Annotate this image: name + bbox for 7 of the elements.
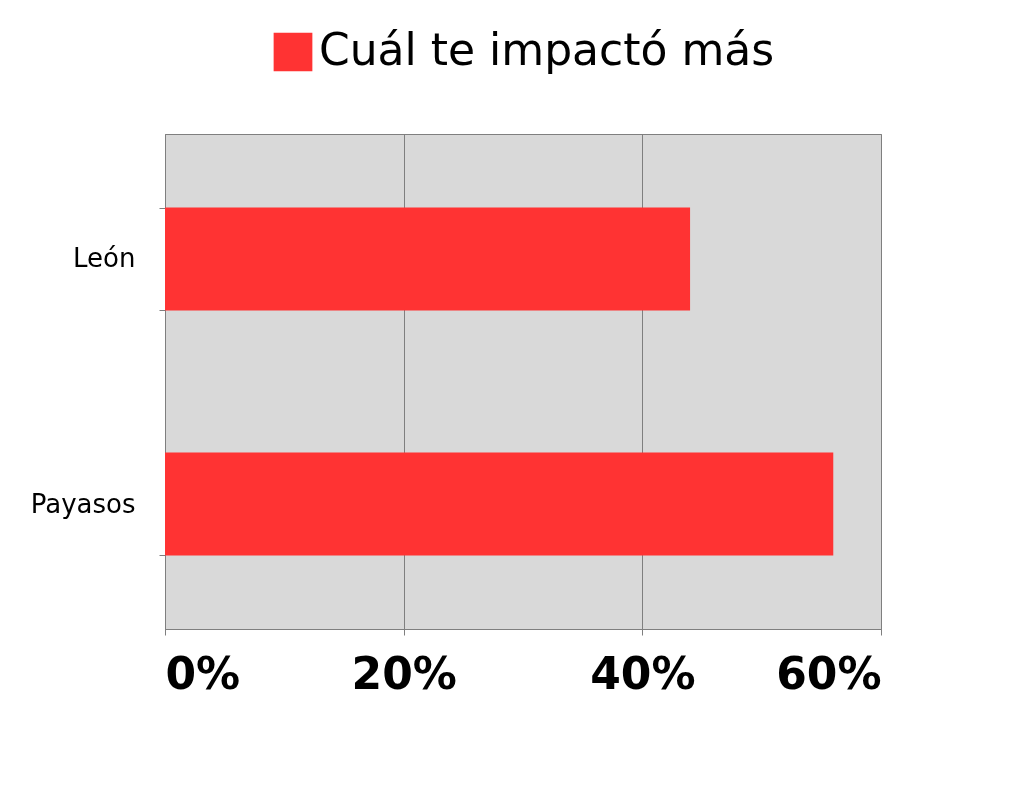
x-tick-label: 0% [165, 647, 241, 699]
legend-label: Cuál te impactó más [319, 24, 775, 75]
x-tick-label: 20% [351, 647, 457, 699]
x-tick-label: 60% [776, 647, 882, 699]
y-tick-label: Payasos [30, 488, 136, 519]
y-tick-label: León [73, 243, 136, 274]
x-tick-label: 40% [590, 647, 696, 699]
